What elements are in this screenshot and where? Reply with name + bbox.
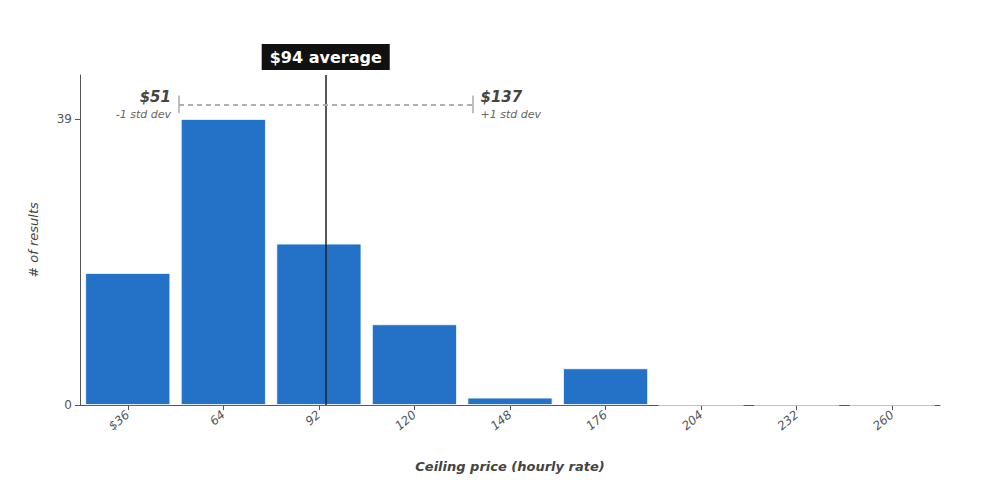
svg-text:Ceiling price (hourly rate): Ceiling price (hourly rate) bbox=[415, 459, 604, 474]
svg-text:232: 232 bbox=[775, 408, 802, 433]
svg-text:92: 92 bbox=[303, 408, 324, 429]
svg-text:$94 average: $94 average bbox=[270, 48, 382, 67]
svg-text:64: 64 bbox=[207, 408, 228, 429]
svg-text:120: 120 bbox=[392, 407, 419, 433]
svg-text:0: 0 bbox=[64, 398, 72, 412]
svg-text:$36: $36 bbox=[106, 407, 133, 433]
svg-text:$51: $51 bbox=[140, 88, 171, 106]
svg-text:-1 std dev: -1 std dev bbox=[116, 108, 172, 121]
svg-text:204: 204 bbox=[679, 408, 706, 433]
svg-text:39: 39 bbox=[57, 112, 72, 126]
svg-text:$137: $137 bbox=[480, 88, 522, 106]
svg-text:148: 148 bbox=[488, 407, 515, 433]
svg-text:176: 176 bbox=[584, 407, 611, 433]
svg-text:+1 std dev: +1 std dev bbox=[480, 108, 541, 121]
svg-text:# of results: # of results bbox=[26, 202, 41, 278]
svg-text:260: 260 bbox=[870, 407, 897, 433]
